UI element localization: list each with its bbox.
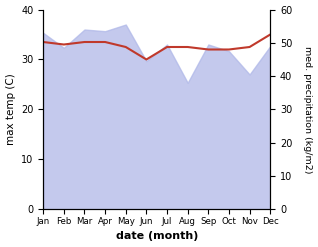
Y-axis label: max temp (C): max temp (C) bbox=[5, 74, 16, 145]
X-axis label: date (month): date (month) bbox=[115, 231, 198, 242]
Y-axis label: med. precipitation (kg/m2): med. precipitation (kg/m2) bbox=[303, 46, 313, 173]
